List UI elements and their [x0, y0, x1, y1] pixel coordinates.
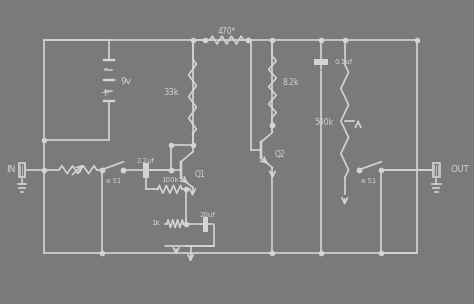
Text: OUT: OUT	[451, 165, 470, 174]
Text: Q1: Q1	[195, 170, 206, 179]
Bar	[433, 163, 439, 177]
Text: 1k: 1k	[151, 220, 160, 226]
Text: 0.1uf: 0.1uf	[334, 59, 352, 65]
Bar	[18, 163, 26, 177]
Text: 470*: 470*	[218, 27, 236, 36]
Text: a S1: a S1	[106, 178, 121, 185]
Text: +: +	[101, 88, 110, 98]
Text: Q2: Q2	[275, 150, 285, 159]
Text: 20uf: 20uf	[199, 212, 215, 218]
Text: 9v: 9v	[120, 77, 132, 86]
Text: -: -	[104, 63, 108, 73]
Text: a S1: a S1	[361, 178, 376, 185]
Text: 8.2k: 8.2k	[282, 78, 299, 87]
Text: IN: IN	[6, 165, 15, 174]
Text: 100k: 100k	[161, 178, 179, 184]
Text: 33k: 33k	[164, 88, 179, 97]
Text: 500k: 500k	[314, 118, 333, 126]
Text: 2.2uf: 2.2uf	[137, 158, 155, 164]
